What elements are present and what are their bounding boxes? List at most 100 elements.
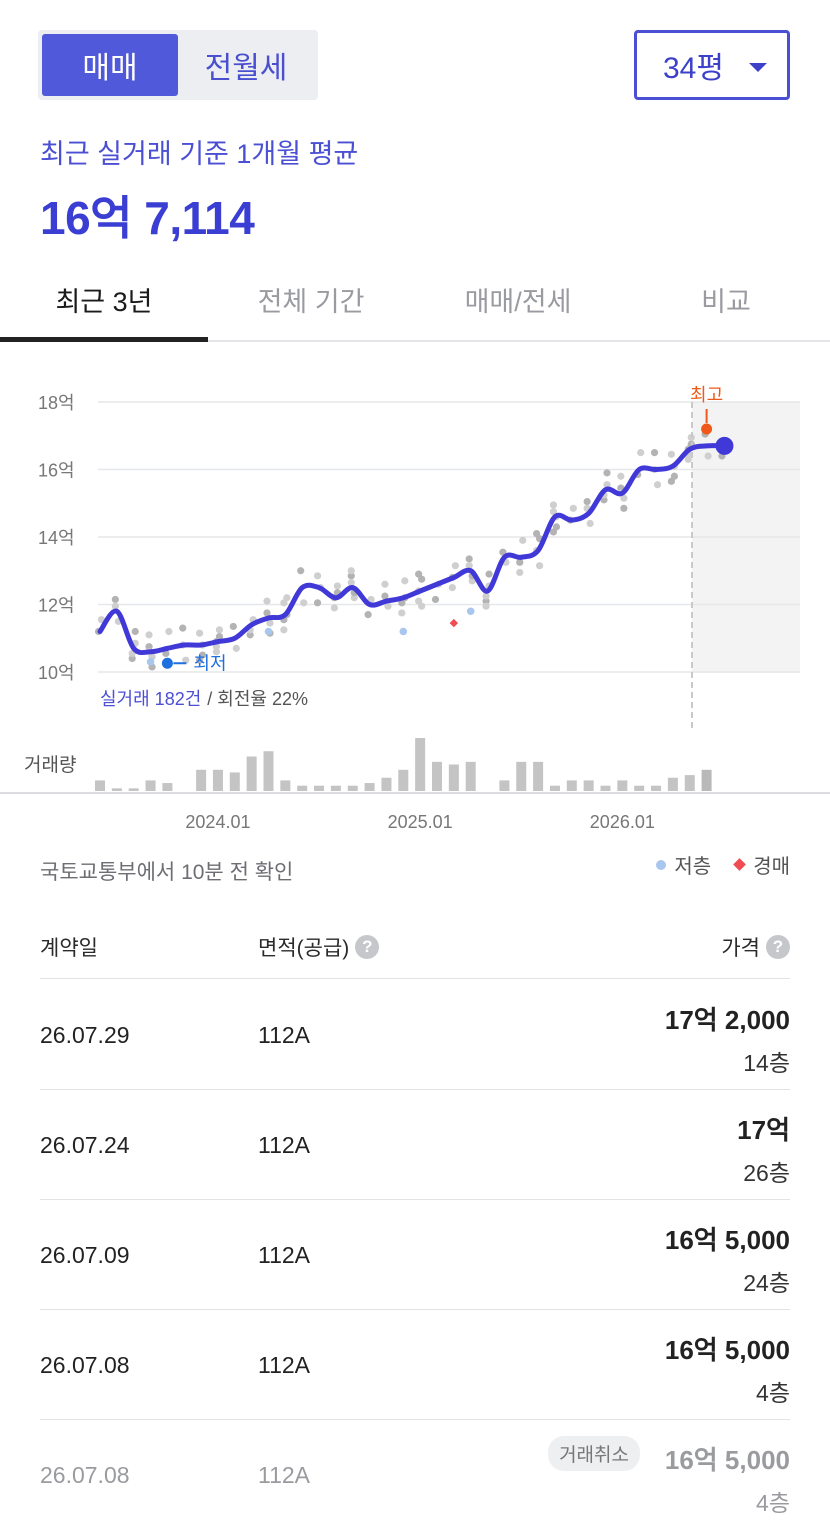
period-tabs: 최근 3년 전체 기간 매매/전세 비교 — [0, 258, 830, 342]
tab-recent-3y[interactable]: 최근 3년 — [55, 286, 153, 317]
volume-bar — [600, 785, 611, 791]
volume-bar — [415, 738, 426, 791]
volume-bar — [314, 785, 325, 791]
trade-dot — [637, 449, 645, 457]
active-tab-indicator — [0, 337, 208, 342]
max-label: 최고 — [690, 385, 723, 405]
tab-compare[interactable]: 비교 — [701, 286, 751, 317]
trade-dot — [381, 592, 389, 600]
trade-dot — [111, 595, 119, 604]
volume-bar — [95, 780, 105, 791]
trade-dot — [280, 599, 288, 607]
trade-dot — [398, 609, 406, 617]
summary-price: 16억 7,114 — [40, 192, 255, 244]
trade-dot — [347, 578, 355, 587]
trade-dot — [263, 609, 271, 617]
trade-dot — [381, 580, 389, 588]
header-area: 면적(공급) ? — [258, 932, 380, 962]
trade-dot — [569, 504, 577, 512]
low-floor-legend-label: 저층 — [674, 856, 712, 878]
size-select[interactable]: 34평 — [634, 30, 790, 100]
volume-bar — [634, 785, 645, 791]
trade-dot — [367, 595, 375, 604]
volume-bar — [212, 769, 223, 791]
trade-dot — [670, 472, 679, 480]
area-help-icon[interactable]: ? — [355, 935, 380, 959]
y-tick-label: 10억 — [38, 663, 75, 683]
volume-bar — [651, 785, 662, 791]
header-price: 가격 ? — [721, 932, 790, 962]
table-row[interactable]: 26.07.08 112A 16억 5,000 4층 — [0, 1310, 830, 1420]
trade-dot — [145, 631, 153, 639]
trade-dot — [583, 497, 591, 506]
trade-dot — [482, 597, 490, 605]
trade-dot — [182, 656, 190, 664]
max-point-dot — [701, 423, 713, 435]
trade-dot — [179, 624, 187, 632]
trade-dot — [519, 536, 527, 544]
table-row[interactable]: 26.07.24 112A 17억 26층 — [0, 1090, 830, 1200]
trade-dot — [431, 595, 440, 604]
tab-all-period[interactable]: 전체 기간 — [257, 286, 365, 317]
table-row-cancelled[interactable]: 26.07.08 112A 거래취소 16억 5,000 4층 — [0, 1420, 830, 1530]
trade-dot — [549, 508, 558, 516]
row-area: 112A — [258, 1132, 311, 1158]
row-divider — [40, 1089, 790, 1090]
trade-dot — [667, 450, 676, 458]
row-floor: 24층 — [743, 1270, 790, 1296]
segment-rent-button[interactable]: 전월세 — [204, 52, 288, 85]
trade-dot — [684, 455, 692, 463]
trade-dot — [313, 572, 322, 580]
header-area-label: 면적(공급) — [258, 937, 350, 960]
latest-point-marker — [715, 436, 734, 455]
row-price: 17억 — [737, 1115, 790, 1145]
table-row[interactable]: 26.07.09 112A 16억 5,000 24층 — [0, 1200, 830, 1310]
volume-bar — [617, 780, 628, 791]
trade-dot — [465, 562, 473, 570]
trade-dot — [485, 570, 493, 578]
x-tick-label: 2024.01 — [185, 812, 250, 832]
y-axis-labels: 18억 16억 14억 12억 10억 — [38, 393, 75, 683]
summary-label: 최근 실거래 기준 1개월 평균 — [40, 139, 359, 169]
chevron-down-icon — [749, 63, 767, 72]
x-tick-label: 2025.01 — [388, 812, 453, 832]
trade-dot — [600, 496, 608, 504]
trade-dot — [111, 602, 119, 610]
row-divider — [40, 1309, 790, 1310]
row-divider — [40, 1419, 790, 1420]
volume-bar — [432, 761, 442, 791]
trade-dot — [212, 648, 221, 656]
segment-sale-button[interactable]: 매매 — [42, 34, 178, 96]
trade-dot — [451, 562, 459, 570]
row-price: 16억 5,000 — [664, 1225, 790, 1255]
trade-dots — [94, 430, 729, 671]
volume-bar — [246, 756, 257, 791]
row-floor: 26층 — [743, 1160, 790, 1186]
volume-bars — [95, 738, 712, 791]
trade-dot — [300, 599, 308, 607]
trade-dot — [586, 519, 594, 528]
trade-dot — [313, 599, 322, 607]
price-help-icon[interactable]: ? — [766, 935, 790, 959]
trade-dot — [617, 472, 625, 480]
row-date: 26.07.29 — [40, 1022, 130, 1048]
min-point-dot — [161, 657, 173, 669]
row-floor: 4층 — [756, 1490, 790, 1516]
trade-dot — [333, 582, 341, 590]
volume-bar — [162, 783, 173, 791]
min-label: 최저 — [193, 653, 226, 673]
row-floor: 4층 — [756, 1380, 790, 1406]
trade-dot — [199, 651, 207, 659]
tab-sale-lease[interactable]: 매매/전세 — [464, 286, 572, 317]
trade-dot — [128, 654, 136, 663]
volume-bar — [398, 769, 409, 791]
row-area: 112A — [258, 1352, 311, 1378]
volume-bar — [499, 780, 510, 791]
table-row[interactable]: 26.07.29 112A 17억 2,000 14층 — [0, 980, 830, 1090]
trade-dot — [145, 643, 153, 651]
volume-bar — [145, 780, 156, 791]
table-header-divider — [40, 978, 790, 979]
trade-dot — [196, 629, 204, 637]
y-tick-label: 16억 — [38, 461, 75, 481]
